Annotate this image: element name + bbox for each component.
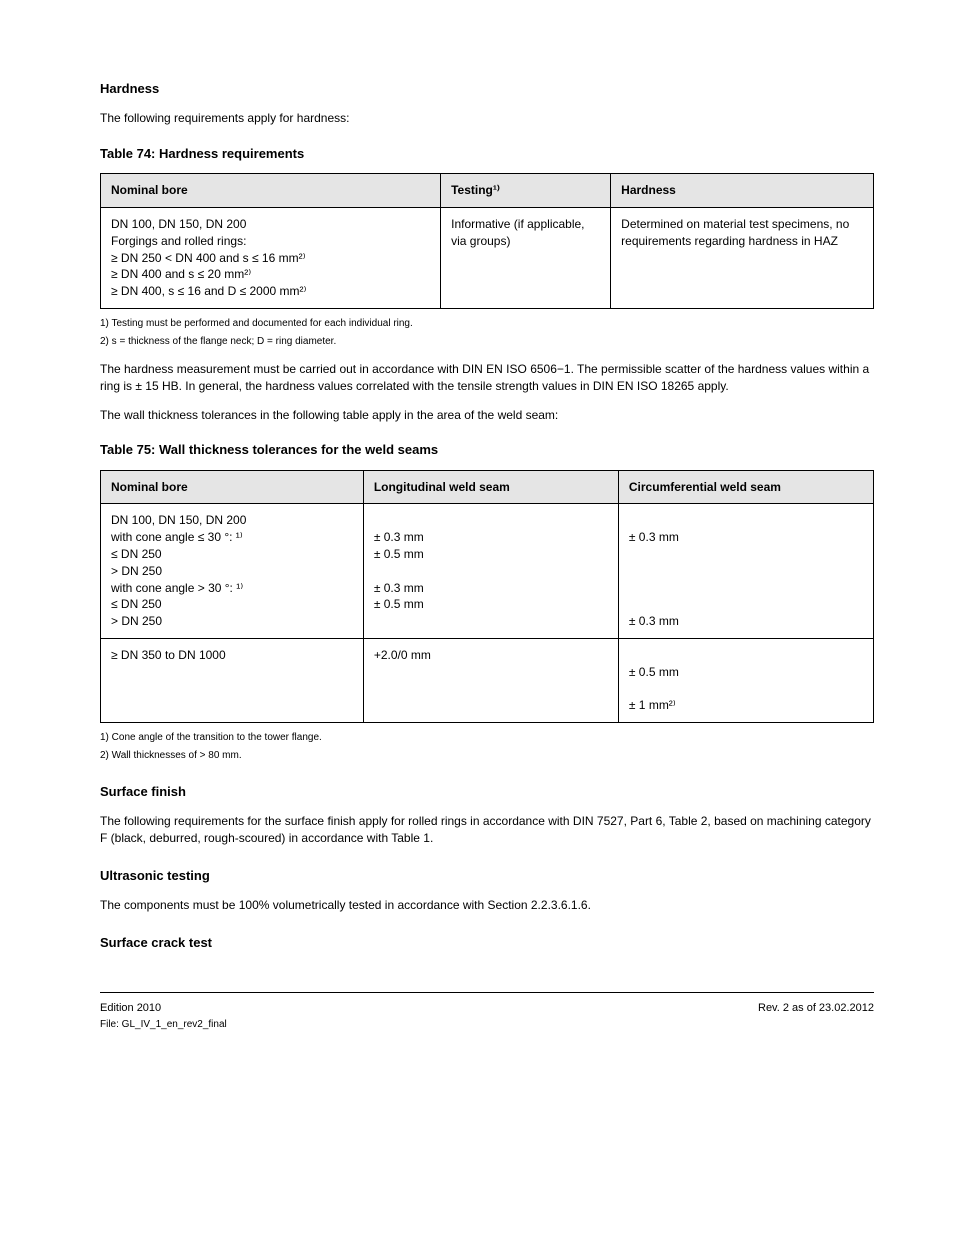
t74-h3: Hardness (611, 174, 874, 208)
t75-foot2: 2) Wall thicknesses of > 80 mm. (100, 749, 874, 763)
t75-h3: Circumferential weld seam (618, 470, 873, 504)
t74-r1c2: Informative (if applicable, via groups) (441, 207, 611, 308)
footer: Edition 2010 Rev. 2 as of 23.02.2012 (100, 1001, 874, 1016)
ultrasonic-heading: Ultrasonic testing (100, 867, 874, 885)
surface-finish-heading: Surface finish (100, 783, 874, 801)
table74: Nominal bore Testing¹⁾ Hardness DN 100, … (100, 173, 874, 309)
table75-caption: Table 75: Wall thickness tolerances for … (100, 441, 874, 459)
hardness-para3: The wall thickness tolerances in the fol… (100, 407, 874, 424)
hardness-heading: Hardness (100, 80, 874, 98)
t75-r2c1: ≥ DN 350 to DN 1000 (101, 638, 364, 722)
t75-r1c3: ± 0.3 mm ± 0.3 mm (618, 504, 873, 639)
t75-r2c3: ± 0.5 mm ± 1 mm²⁾ (618, 638, 873, 722)
t74-h1: Nominal bore (101, 174, 441, 208)
t74-h2: Testing¹⁾ (441, 174, 611, 208)
t74-r1c3: Determined on material test specimens, n… (611, 207, 874, 308)
table74-caption: Table 74: Hardness requirements (100, 145, 874, 163)
t74-foot1: 1) Testing must be performed and documen… (100, 317, 874, 331)
hardness-intro: The following requirements apply for har… (100, 110, 874, 127)
t74-r1c1: DN 100, DN 150, DN 200 Forgings and roll… (101, 207, 441, 308)
surface-finish-para: The following requirements for the surfa… (100, 813, 874, 847)
table75: Nominal bore Longitudinal weld seam Circ… (100, 470, 874, 724)
hardness-para2: The hardness measurement must be carried… (100, 361, 874, 395)
footer-left: Edition 2010 (100, 1001, 161, 1016)
surface-crack-heading: Surface crack test (100, 934, 874, 952)
footer-separator (100, 992, 874, 993)
footer-right: Rev. 2 as of 23.02.2012 (758, 1001, 874, 1016)
ultrasonic-para: The components must be 100% volumetrical… (100, 897, 874, 914)
footer-small: File: GL_IV_1_en_rev2_final (100, 1018, 874, 1032)
t75-h1: Nominal bore (101, 470, 364, 504)
t75-foot1: 1) Cone angle of the transition to the t… (100, 731, 874, 745)
t74-foot2: 2) s = thickness of the flange neck; D =… (100, 335, 874, 349)
t75-r1c1: DN 100, DN 150, DN 200 with cone angle ≤… (101, 504, 364, 639)
t75-h2: Longitudinal weld seam (363, 470, 618, 504)
t75-r1c2: ± 0.3 mm ± 0.5 mm ± 0.3 mm ± 0.5 mm (363, 504, 618, 639)
t75-r2c2: +2.0/0 mm (363, 638, 618, 722)
